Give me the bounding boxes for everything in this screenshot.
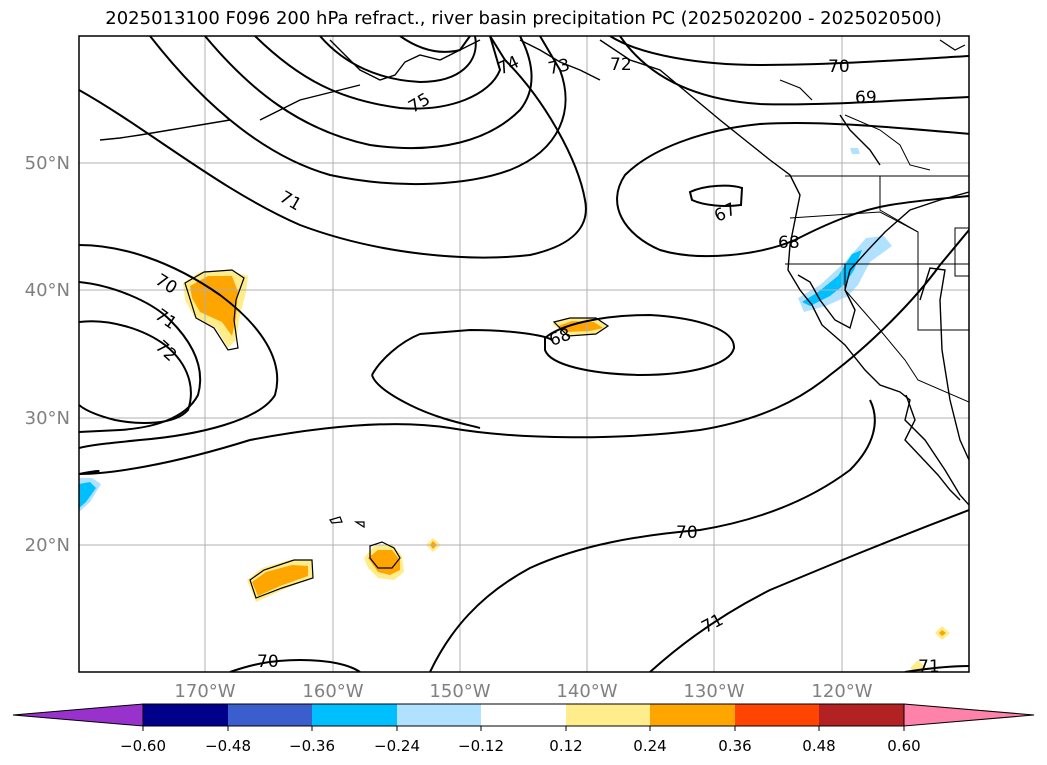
colorbar-extend-high	[903, 703, 1035, 727]
contour-label: 68	[778, 233, 800, 253]
colorbar: −0.60 −0.48 −0.36 −0.24 −0.12 0.12 0.24 …	[12, 703, 1035, 755]
contour-label: 70	[676, 523, 698, 543]
colorbar-tick-label: 0.36	[718, 737, 751, 755]
latitude-axis: 50°N 40°N 30°N 20°N	[25, 153, 70, 556]
lon-label: 130°W	[683, 681, 744, 702]
lat-label: 30°N	[25, 408, 70, 429]
longitude-axis: 170°W 160°W 150°W 140°W 130°W 120°W	[174, 681, 872, 702]
contour-label: 71	[918, 657, 940, 677]
colorbar-tick-label: −0.12	[458, 737, 504, 755]
coastlines	[99, 39, 969, 506]
lon-label: 120°W	[811, 681, 872, 702]
contour-label: 70	[828, 57, 850, 77]
contour-label: 69	[855, 88, 877, 108]
contour-label: 72	[610, 55, 632, 75]
colorbar-segment	[819, 704, 904, 726]
lat-label: 20°N	[25, 535, 70, 556]
colorbar-segment	[312, 704, 397, 726]
colorbar-tick-label: 0.24	[633, 737, 666, 755]
political-borders	[785, 114, 969, 403]
lat-label: 40°N	[25, 280, 70, 301]
lon-label: 150°W	[429, 681, 490, 702]
map-title: 2025013100 F096 200 hPa refract., river …	[105, 8, 942, 29]
colorbar-tick-label: −0.24	[374, 737, 420, 755]
colorbar-segment	[735, 704, 819, 726]
map-frame	[78, 35, 970, 673]
lon-label: 160°W	[302, 681, 363, 702]
colorbar-tick-label: −0.60	[120, 737, 166, 755]
lon-label: 170°W	[174, 681, 235, 702]
lat-label: 50°N	[25, 153, 70, 174]
colorbar-segment	[481, 704, 566, 726]
contours	[79, 36, 969, 672]
lon-label: 140°W	[556, 681, 617, 702]
colorbar-segment	[397, 704, 481, 726]
contour-label: 70	[257, 652, 279, 672]
colorbar-tick-label: −0.48	[205, 737, 251, 755]
colorbar-extend-low	[12, 703, 144, 727]
colorbar-tick-label: 0.12	[549, 737, 582, 755]
islands	[184, 39, 966, 599]
contour-label: 73	[546, 55, 571, 79]
colorbar-segment	[650, 704, 735, 726]
colorbar-tick-label: 0.60	[887, 737, 920, 755]
map-area	[79, 36, 969, 672]
colorbar-tick-label: 0.48	[802, 737, 835, 755]
colorbar-segment	[566, 704, 650, 726]
colorbar-tick-label: −0.36	[289, 737, 335, 755]
colorbar-segment	[228, 704, 312, 726]
colorbar-segment	[143, 704, 228, 726]
